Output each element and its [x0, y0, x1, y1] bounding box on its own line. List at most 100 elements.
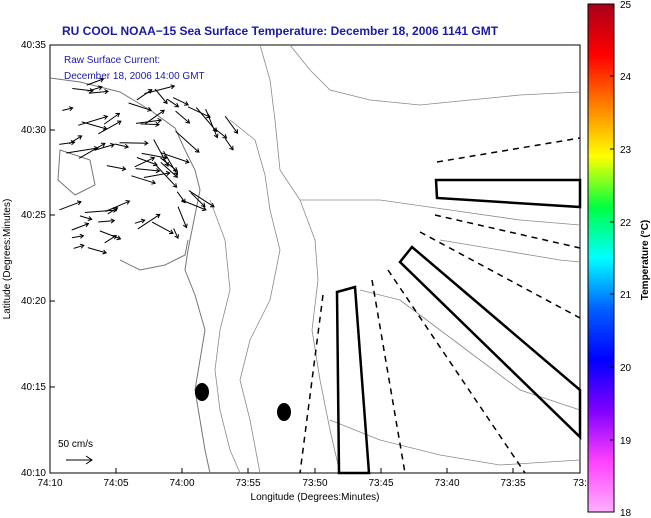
- current-vector-head: [212, 127, 218, 133]
- current-vector: [59, 141, 75, 145]
- current-vector-head: [160, 109, 165, 115]
- current-vector-head: [103, 114, 109, 120]
- y-tick-label: 40:15: [21, 382, 46, 393]
- buoy-marker: [195, 383, 209, 401]
- current-vector-head: [151, 179, 157, 185]
- current-vector-head: [115, 112, 121, 118]
- current-vector-head: [173, 173, 179, 178]
- current-vectors: [59, 77, 239, 255]
- x-tick-label: 73:40: [434, 478, 459, 489]
- y-axis-label: Latitude (Degrees:Minutes): [2, 199, 13, 320]
- current-vector: [107, 207, 118, 215]
- current-vector-head: [182, 223, 188, 229]
- current-vector-head: [222, 134, 228, 139]
- current-vector-head: [194, 148, 200, 153]
- y-tick-label: 40:30: [21, 125, 46, 136]
- current-vector-head: [206, 113, 211, 119]
- current-vector: [155, 165, 177, 188]
- current-vector-head: [174, 102, 180, 108]
- current-vector-head: [168, 229, 174, 235]
- current-vector: [175, 130, 200, 153]
- current-vector: [175, 110, 190, 124]
- current-vector: [71, 223, 89, 231]
- colorbar-tick: 22: [620, 218, 632, 229]
- colorbar-tick: 21: [620, 290, 632, 301]
- x-tick-label: 74:05: [103, 478, 128, 489]
- current-vector-head: [210, 202, 215, 208]
- current-vector-head: [97, 85, 103, 91]
- current-vector: [95, 144, 115, 151]
- current-vector: [134, 219, 145, 224]
- current-vector: [224, 138, 234, 151]
- current-vector-head: [163, 99, 168, 105]
- current-vector-head: [170, 84, 176, 90]
- current-vector-head: [181, 198, 186, 204]
- sampling-box-south: [335, 285, 371, 475]
- current-vector-head: [76, 200, 82, 206]
- current-vector: [154, 88, 168, 104]
- colorbar-tick: 23: [620, 145, 632, 156]
- current-vector-head: [121, 166, 127, 172]
- x-tick-label: 73:45: [368, 478, 393, 489]
- current-annotation-line1: Raw Surface Current:: [64, 55, 160, 66]
- current-vector: [166, 98, 179, 108]
- current-vector-head: [70, 140, 76, 146]
- coastline-inlet: [119, 239, 189, 271]
- sampling-box-diagonal: [398, 245, 582, 440]
- current-vector: [195, 107, 217, 132]
- current-vector-head: [99, 77, 105, 83]
- current-vector-head: [77, 135, 83, 140]
- x-tick-label: 74:00: [169, 478, 194, 489]
- current-vector-head: [104, 89, 109, 95]
- current-vector-head: [172, 183, 178, 188]
- current-vector: [86, 78, 104, 86]
- current-vector: [136, 89, 153, 101]
- current-vector-head: [152, 161, 158, 167]
- colorbar-tick: 19: [620, 436, 632, 447]
- current-vector: [68, 135, 82, 145]
- plot-area: 50 cm/s Raw Surface Current: December 18…: [49, 44, 582, 475]
- current-vector-head: [147, 106, 152, 112]
- current-vector: [136, 157, 158, 166]
- current-vector-head: [155, 213, 161, 219]
- x-axis: 74:10 74:05 74:00 73:55 73:50 73:45 73:4…: [37, 468, 593, 503]
- current-vector-head: [124, 143, 130, 149]
- current-vector: [59, 201, 82, 211]
- current-vector: [137, 213, 161, 230]
- current-vector-head: [200, 202, 206, 208]
- current-vector-head: [112, 235, 117, 240]
- x-tick-label: 73:55: [235, 478, 260, 489]
- current-vector: [71, 235, 84, 239]
- current-vector: [106, 165, 126, 170]
- current-vector: [131, 175, 156, 184]
- current-vector: [99, 230, 121, 240]
- current-vector: [84, 209, 117, 213]
- current-vector: [103, 112, 120, 125]
- current-vector-head: [185, 119, 191, 124]
- current-vector: [135, 168, 160, 172]
- current-vector: [62, 107, 73, 111]
- sampling-box-north: [434, 178, 582, 209]
- current-vector-head: [174, 234, 179, 240]
- colorbar: 25 24 23 22 21 20 19 18 Temperature (°C): [587, 0, 651, 518]
- current-vector: [98, 120, 122, 135]
- x-tick-label: 73:50: [302, 478, 327, 489]
- colorbar-tick: 24: [620, 72, 632, 83]
- colorbar-tick: 18: [620, 508, 632, 518]
- current-vector: [187, 106, 211, 118]
- current-vector-head: [84, 222, 90, 228]
- current-vector-head: [110, 218, 116, 224]
- colorbar-gradient: [587, 3, 615, 513]
- current-vector-head: [140, 218, 146, 224]
- current-vector: [140, 123, 160, 126]
- current-vector: [160, 162, 178, 178]
- current-vector-head: [116, 120, 122, 125]
- current-vector: [144, 85, 175, 95]
- current-vector-head: [102, 249, 108, 255]
- colorbar-label: Temperature (°C): [640, 220, 651, 301]
- current-vector: [128, 102, 152, 111]
- current-vector-head: [173, 167, 178, 172]
- buoy-marker: [277, 403, 291, 421]
- current-vector: [143, 172, 170, 178]
